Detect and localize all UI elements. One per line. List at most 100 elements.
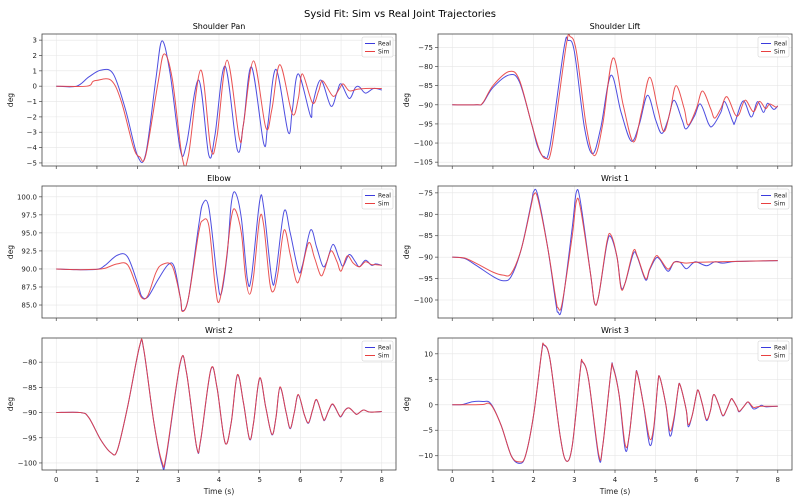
legend-label: Sim [378, 353, 389, 360]
y-axis-label: deg [402, 397, 411, 411]
legend-label: Real [378, 41, 391, 48]
subplot-title: Wrist 1 [601, 174, 629, 183]
subplot-title: Wrist 3 [601, 326, 629, 335]
legend-label: Real [378, 193, 391, 200]
y-tick-label: −90 [22, 409, 37, 417]
x-tick-label: 2 [531, 476, 535, 484]
y-tick-label: 3 [33, 37, 37, 45]
x-tick-label: 6 [298, 476, 303, 484]
y-tick-label: −90 [418, 254, 433, 262]
y-tick-label: 10 [424, 350, 433, 358]
x-tick-label: 8 [776, 476, 780, 484]
gridlines [438, 34, 792, 166]
y-tick-label: −100 [414, 140, 433, 148]
x-tick-label: 1 [491, 476, 495, 484]
y-axis-label: deg [6, 397, 15, 411]
gridlines [438, 186, 792, 318]
series-lines [452, 34, 779, 160]
legend-label: Sim [774, 353, 785, 360]
x-tick-label: 4 [217, 476, 222, 484]
y-tick-label: −95 [418, 275, 433, 283]
figure-title: Sysid Fit: Sim vs Real Joint Trajectorie… [304, 9, 496, 20]
subplot-wrist-3: 0 1 2 3 4 5 6 7 8 10 5 0 −5 −10 Wrist 3 deg Time (s) Real… [402, 326, 793, 496]
legend-label: Sim [378, 49, 389, 56]
y-tick-label: −2 [27, 113, 37, 121]
y-tick-label: 97.5 [21, 211, 37, 219]
y-tick-label: −10 [418, 452, 433, 460]
y-tick-label: −100 [18, 459, 37, 467]
legend-label: Real [774, 345, 787, 352]
subplot-title: Shoulder Lift [590, 22, 641, 31]
series-line-sim [452, 342, 778, 463]
y-tick-label: 95.0 [21, 229, 37, 237]
x-tick-label: 6 [694, 476, 699, 484]
x-tick-label: 7 [735, 476, 739, 484]
y-tick-label: −1 [27, 98, 37, 106]
series-lines [452, 188, 778, 316]
x-tick-label: 0 [450, 476, 454, 484]
x-tick-label: 8 [380, 476, 384, 484]
x-tick-label: 4 [613, 476, 618, 484]
y-axis-label: deg [6, 245, 15, 259]
series-lines [56, 40, 382, 166]
y-axis-label: deg [402, 93, 411, 107]
y-axis-label: deg [6, 93, 15, 107]
series-line-sim [56, 338, 382, 468]
y-tick-label: 87.5 [21, 283, 37, 291]
x-axis-label: Time (s) [203, 487, 235, 496]
x-tick-label: 1 [95, 476, 99, 484]
legend-label: Sim [774, 49, 785, 56]
y-tick-label: −100 [414, 297, 433, 305]
y-tick-label: −80 [22, 359, 37, 367]
series-lines [56, 191, 382, 313]
y-tick-label: 5 [429, 376, 433, 384]
legend-label: Sim [378, 201, 389, 208]
subplot-wrist-2: 0 1 2 3 4 5 6 7 8 −80 −85 −90 −95 −100 Wrist 2 deg Time … [6, 326, 397, 496]
y-tick-label: −95 [418, 120, 433, 128]
y-tick-label: −85 [418, 232, 433, 240]
series-line-sim [452, 192, 778, 311]
y-tick-label: −85 [22, 384, 37, 392]
y-tick-label: −105 [414, 159, 433, 167]
y-tick-label: 85.0 [21, 302, 37, 310]
y-tick-label: −85 [418, 82, 433, 90]
x-tick-label: 2 [135, 476, 139, 484]
y-tick-label: 90.0 [21, 265, 37, 273]
series-line-real [452, 36, 779, 159]
y-tick-label: −80 [418, 63, 433, 71]
subplot-shoulder-lift: −75 −80 −85 −90 −95 −100 −105 Shoulder Lift deg R… [402, 22, 793, 169]
y-tick-label: −5 [27, 159, 37, 167]
y-tick-label: 1 [33, 67, 37, 75]
y-tick-label: 92.5 [21, 247, 37, 255]
subplot-title: Shoulder Pan [193, 22, 246, 31]
legend-label: Real [774, 193, 787, 200]
x-axis-label: Time (s) [599, 487, 631, 496]
y-tick-label: −5 [423, 427, 433, 435]
gridlines [42, 186, 396, 318]
x-tick-label: 5 [257, 476, 261, 484]
series-line-sim [56, 208, 382, 313]
y-tick-label: 2 [33, 52, 37, 60]
series-line-real [56, 191, 382, 312]
y-tick-label: −3 [27, 129, 37, 137]
y-axis-label: deg [402, 245, 411, 259]
y-tick-label: −90 [418, 101, 433, 109]
x-tick-label: 0 [54, 476, 58, 484]
y-tick-label: −75 [418, 44, 433, 52]
subplot-title: Elbow [207, 174, 231, 183]
x-tick-label: 3 [176, 476, 180, 484]
x-tick-label: 7 [339, 476, 343, 484]
y-tick-label: −80 [418, 211, 433, 219]
y-tick-label: −4 [27, 144, 38, 152]
series-line-sim [56, 53, 382, 166]
legend-label: Sim [774, 201, 785, 208]
